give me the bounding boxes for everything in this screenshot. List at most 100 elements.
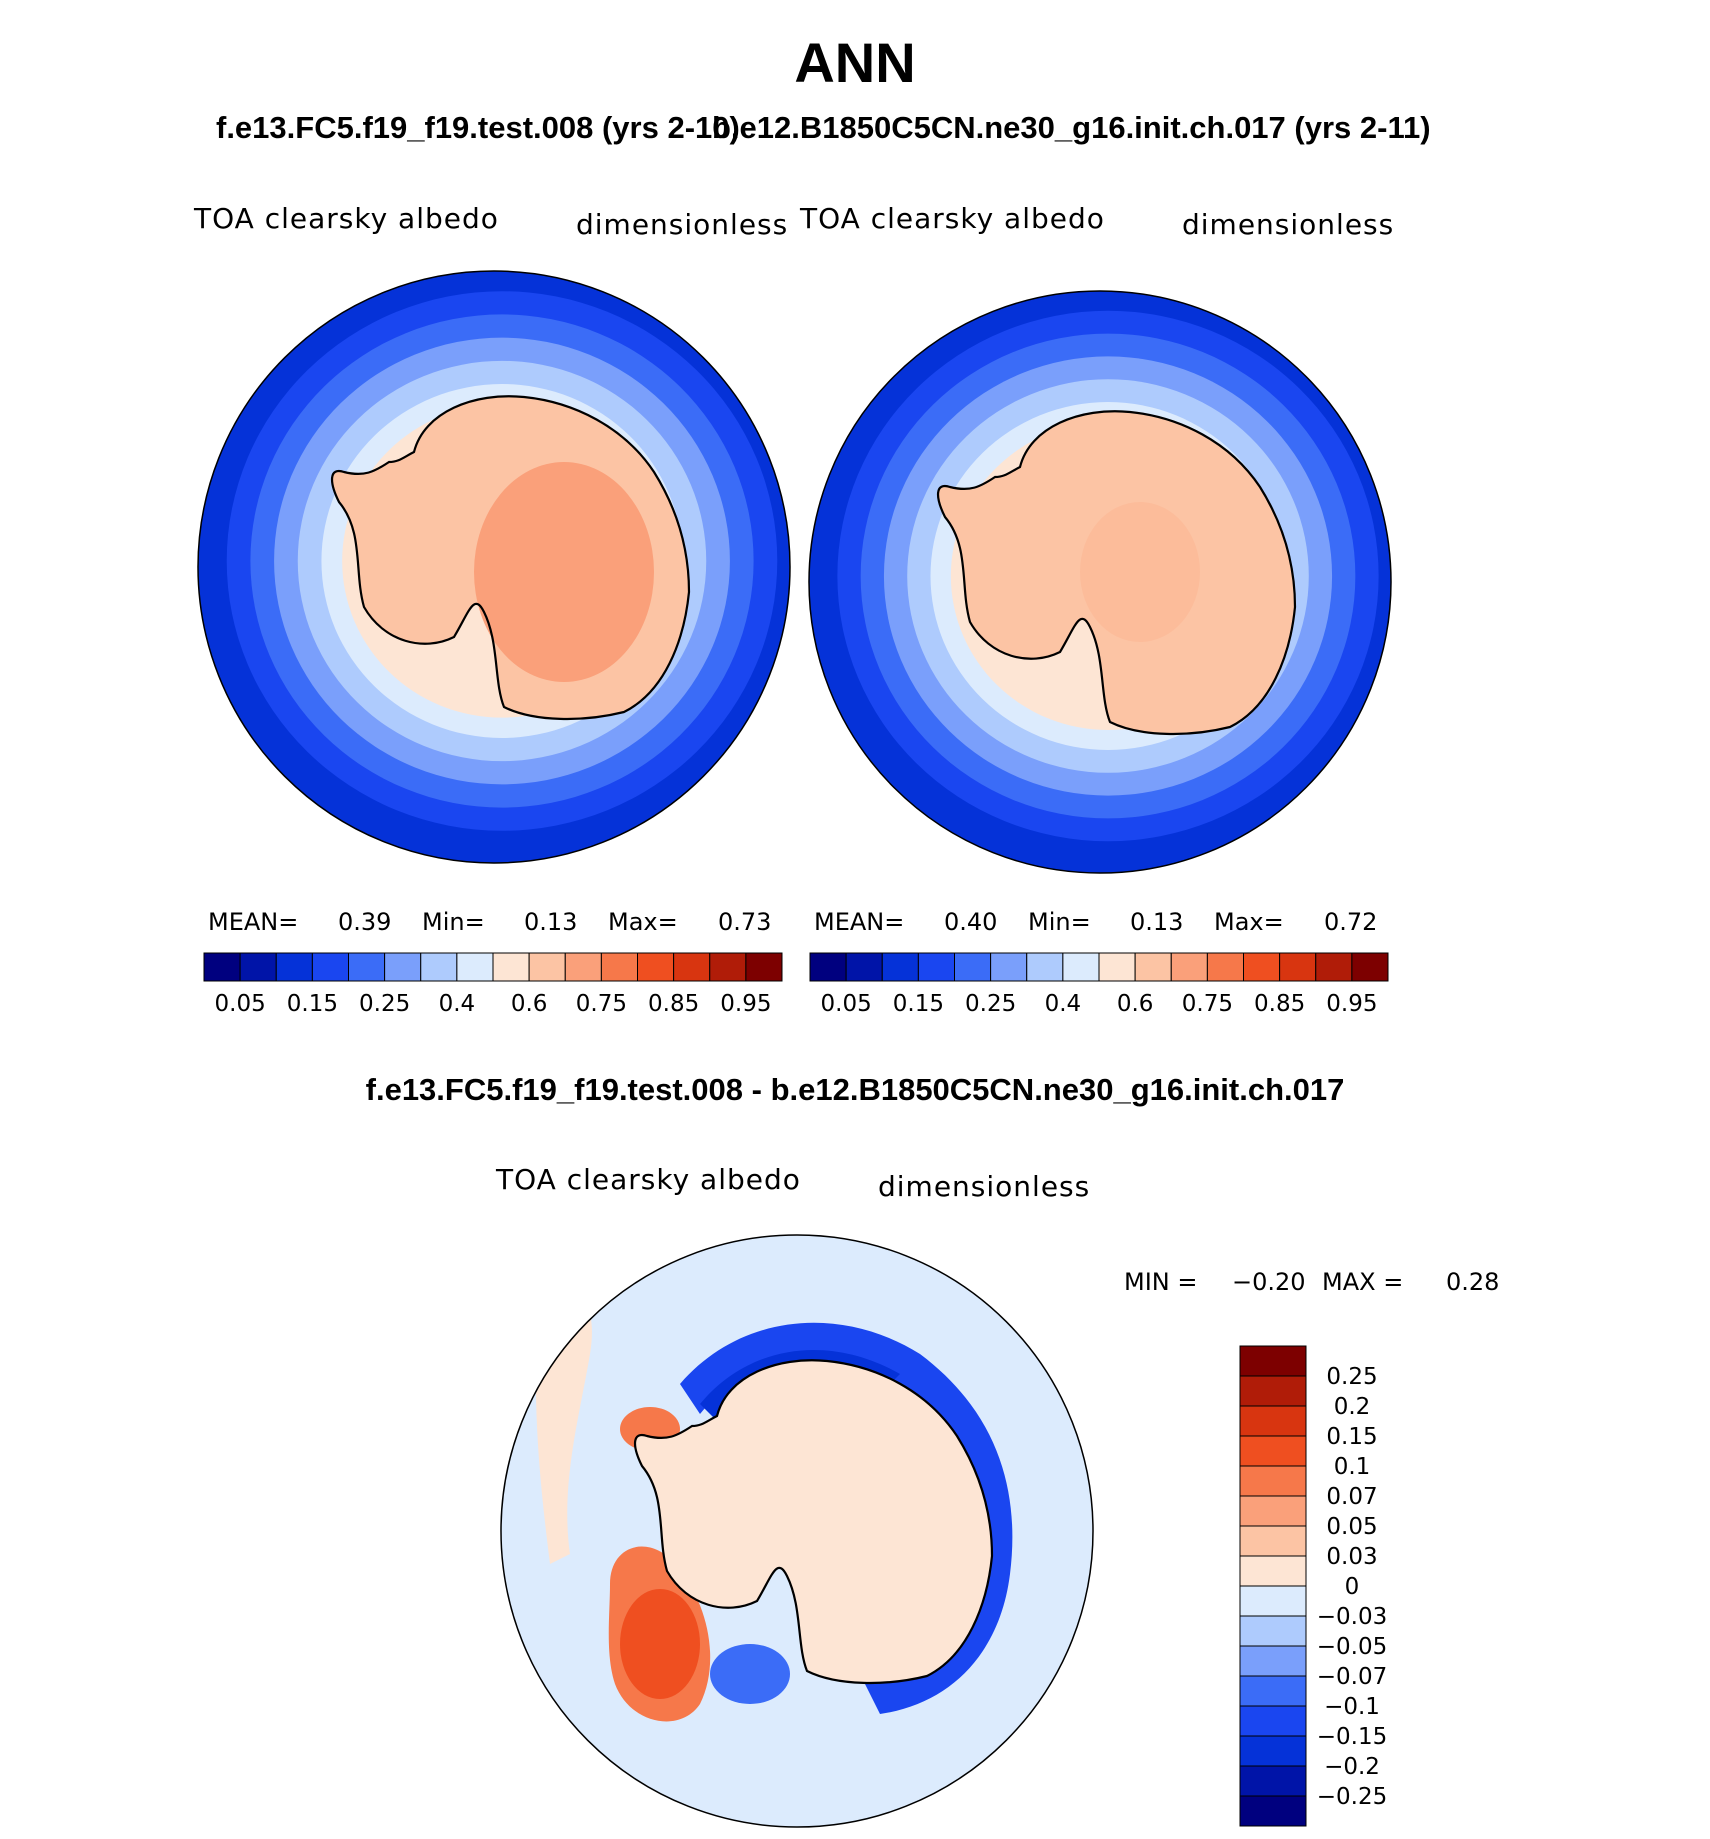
panel3-colorbar-tick: −0.25 (1317, 1784, 1387, 1810)
panel1-colorbar-box (420, 952, 458, 982)
panel1-colorbar-tick: 0.85 (648, 991, 699, 1017)
panel3-colorbar-tick: 0 (1345, 1574, 1360, 1600)
panel1-colorbar-box (709, 952, 747, 982)
panel2-colorbar-box (881, 952, 919, 982)
panel3-colorbar-box (1239, 1375, 1307, 1407)
panel1-map (197, 270, 791, 864)
panel3-negative-bay (710, 1644, 790, 1704)
panel1-colorbar-box (492, 952, 530, 982)
panel2-mean-value: 0.40 (944, 908, 998, 936)
panel3-colorbar-box (1239, 1465, 1307, 1497)
panel3-colorbar: 0.25 0.2 0.15 0.1 0.07 0.05 0.03 0 −0.03 −0.05 −0.… (1239, 1345, 1387, 1827)
panel3-max-value: 0.28 (1446, 1268, 1500, 1296)
panel2-min-label: Min= (1028, 908, 1091, 936)
panel1-map-content (197, 270, 791, 864)
panel2-min-value: 0.13 (1130, 908, 1184, 936)
panel2-plateau (1080, 502, 1200, 642)
panel2-colorbar-tick: 0.05 (821, 991, 872, 1017)
panel3-colorbar-box (1239, 1405, 1307, 1437)
panel3-max-label: MAX = (1322, 1268, 1404, 1296)
panel2-mean-label: MEAN= (814, 908, 905, 936)
panel1-max-label: Max= (608, 908, 678, 936)
panel1-colorbar-box (564, 952, 602, 982)
panel2-colorbar-box (1315, 952, 1353, 982)
test-case-title: f.e13.FC5.f19_f19.test.008 (yrs 2-10) (216, 110, 740, 145)
panel1-field (198, 271, 790, 863)
panel2-colorbar-box (1243, 952, 1281, 982)
panel3-units-label: dimensionless (878, 1170, 1091, 1203)
panel2-colorbar-box (990, 952, 1028, 982)
panel3-field (501, 1235, 1093, 1827)
panel2-colorbar-box (845, 952, 883, 982)
panel2-colorbar-box (1206, 952, 1244, 982)
panel1-max-value: 0.73 (718, 908, 772, 936)
panel3-colorbar-tick: −0.1 (1324, 1694, 1380, 1720)
panel1-units-label: dimensionless (576, 208, 789, 241)
panel3-colorbar-box (1239, 1525, 1307, 1557)
panel3-colorbar-tick: −0.15 (1317, 1724, 1387, 1750)
panel3-colorbar-box (1239, 1585, 1307, 1617)
panel1-colorbar-box (745, 952, 783, 982)
panel3-colorbar-tick: 0.2 (1334, 1394, 1371, 1420)
panel2-colorbar-tick: 0.85 (1254, 991, 1305, 1017)
panel3-colorbar-tick: −0.05 (1317, 1634, 1387, 1660)
panel2-colorbar-tick: 0.6 (1117, 991, 1154, 1017)
panel2-colorbar-tick: 0.25 (965, 991, 1016, 1017)
panel3-map-border (500, 1234, 1094, 1828)
panel1-colorbar-tick: 0.4 (439, 991, 476, 1017)
panel3-colorbar-box (1239, 1675, 1307, 1707)
panel2-colorbar-tick: 0.95 (1326, 991, 1377, 1017)
panel3-colorbar-box (1239, 1645, 1307, 1677)
panel3-min-label: MIN = (1124, 1268, 1198, 1296)
panel3-colorbar-box (1239, 1555, 1307, 1587)
panel1-colorbar-tick: 0.25 (359, 991, 410, 1017)
panel1-colorbar-tick: 0.75 (576, 991, 627, 1017)
panel1-colorbar-box (348, 952, 386, 982)
panel1-colorbar-box (275, 952, 313, 982)
panel1-variable-label: TOA clearsky albedo (194, 202, 499, 235)
control-case-title: b.e12.B1850C5CN.ne30_g16.init.ch.017 (yr… (712, 110, 1431, 145)
panel3-colorbar-tick: 0.05 (1326, 1514, 1377, 1540)
panel1-colorbar-box (528, 952, 566, 982)
panel2-colorbar-box (1279, 952, 1317, 982)
panel2-colorbar-box (1170, 952, 1208, 982)
panel3-colorbar-tick: 0.03 (1326, 1544, 1377, 1570)
panel3-colorbar-tick: 0.25 (1326, 1364, 1377, 1390)
panel2-colorbar-box (809, 952, 847, 982)
panel2-field (809, 291, 1391, 873)
panel2-units-label: dimensionless (1182, 208, 1395, 241)
panel3-colorbar-tick: −0.03 (1317, 1604, 1387, 1630)
panel3-colorbar-tick: −0.2 (1324, 1754, 1380, 1780)
panel2-max-value: 0.72 (1324, 908, 1378, 936)
panel2-map-content (808, 290, 1392, 874)
panel3-colorbar-box (1239, 1435, 1307, 1467)
panel1-colorbar-box (600, 952, 638, 982)
panel3-colorbar-tick: 0.07 (1326, 1484, 1377, 1510)
panel1-colorbar: 0.05 0.15 0.25 0.4 0.6 0.75 0.85 0.95 (203, 952, 783, 1017)
panel1-colorbar-box (637, 952, 675, 982)
panel1-colorbar-box (384, 952, 422, 982)
panel1-min-value: 0.13 (524, 908, 578, 936)
panel2-colorbar-tick: 0.15 (893, 991, 944, 1017)
panel3-positive-weddell-core (620, 1589, 700, 1699)
panel3-colorbar-box (1239, 1765, 1307, 1797)
panel2-map (808, 290, 1392, 874)
panel1-colorbar-tick: 0.6 (511, 991, 548, 1017)
panel2-colorbar-box (1134, 952, 1172, 982)
panel3-negative-belt (680, 1322, 1013, 1714)
panel3-colorbar-box (1239, 1735, 1307, 1767)
panel3-colorbar-box (1239, 1705, 1307, 1737)
difference-title: f.e13.FC5.f19_f19.test.008 - b.e12.B1850… (365, 1072, 1345, 1107)
panel3-colorbar-box (1239, 1345, 1307, 1377)
panel1-mean-label: MEAN= (208, 908, 299, 936)
season-title: ANN (794, 31, 916, 94)
panel2-colorbar-tick: 0.4 (1045, 991, 1082, 1017)
panel1-min-label: Min= (422, 908, 485, 936)
panel3-colorbar-box (1239, 1795, 1307, 1827)
panel1-colorbar-box (311, 952, 349, 982)
panel3-colorbar-tick: 0.15 (1326, 1424, 1377, 1450)
panel1-colorbar-tick: 0.15 (287, 991, 338, 1017)
panel1-colorbar-box (239, 952, 277, 982)
panel2-colorbar: 0.05 0.15 0.25 0.4 0.6 0.75 0.85 0.95 (809, 952, 1389, 1017)
panel2-colorbar-tick: 0.75 (1182, 991, 1233, 1017)
